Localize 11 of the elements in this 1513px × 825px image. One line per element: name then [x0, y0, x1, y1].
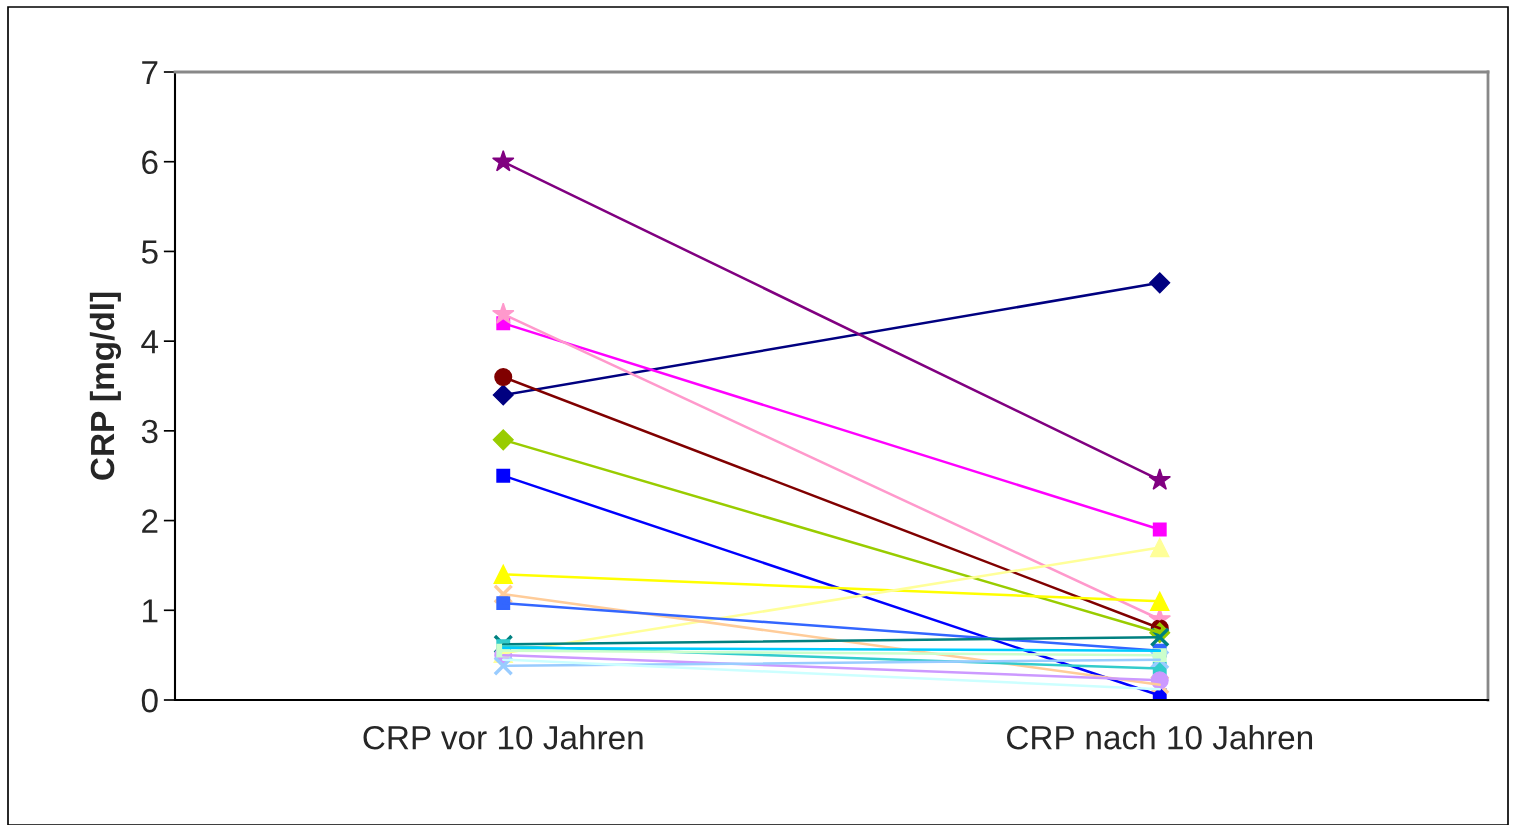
y-tick-label: 7	[142, 61, 158, 85]
y-tick-label: 2	[142, 509, 158, 533]
x-tick-label: CRP vor 10 Jahren	[363, 725, 643, 750]
y-tick-label: 5	[141, 240, 158, 264]
y-tick-label: 0	[141, 688, 158, 713]
y-tick-label: 1	[143, 599, 158, 623]
y-tick-label: 6	[142, 150, 158, 175]
y-axis-title: CRP [mg/dl]	[89, 292, 122, 480]
y-tick-label: 4	[141, 330, 159, 354]
x-tick-label: CRP nach 10 Jahren	[1007, 725, 1313, 750]
y-tick-label: 3	[141, 419, 158, 444]
